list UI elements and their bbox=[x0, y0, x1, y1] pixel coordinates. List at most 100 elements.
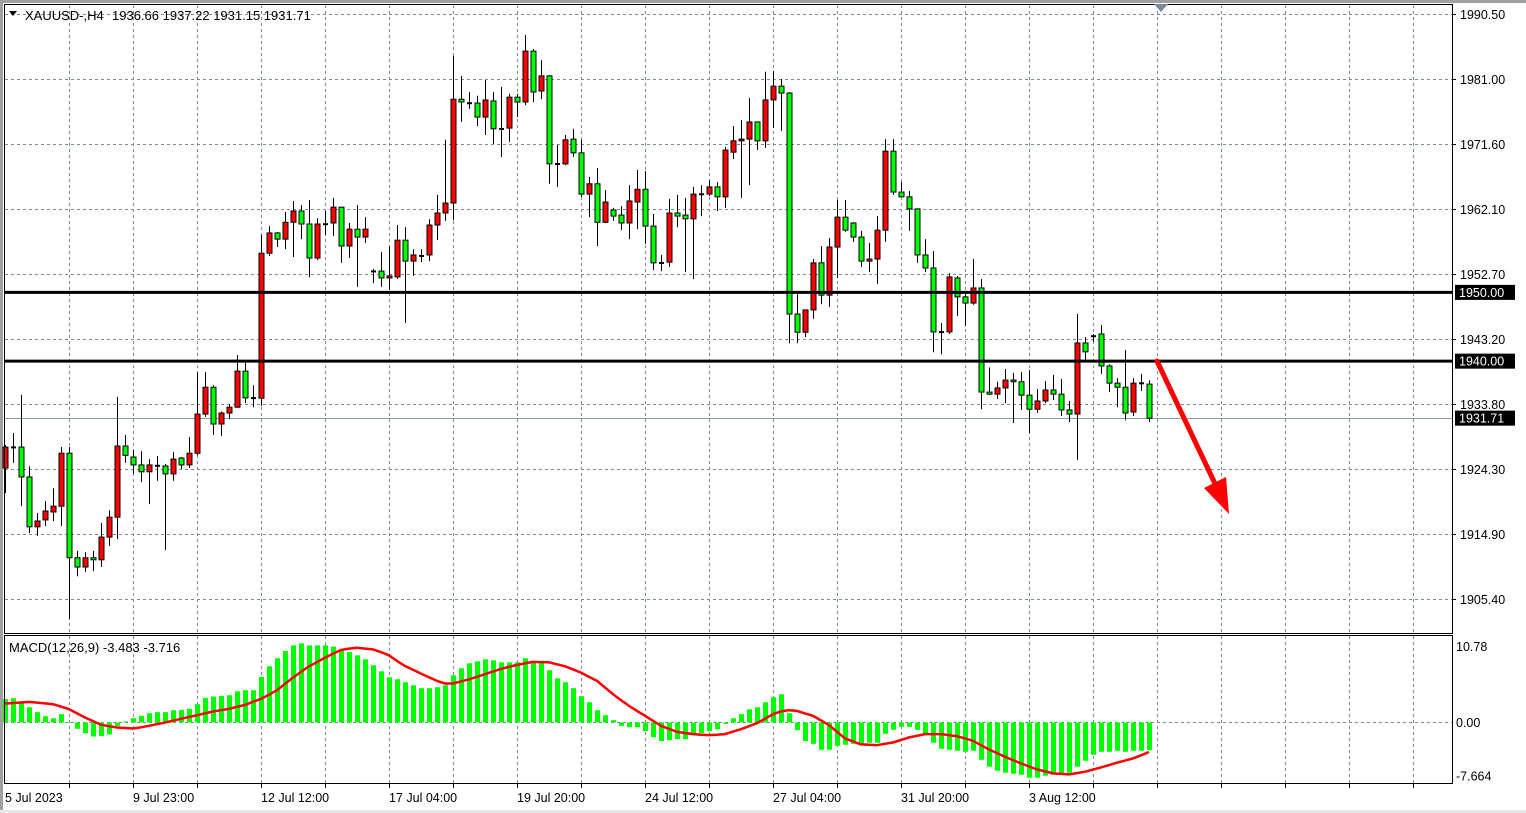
candle[interactable] bbox=[274, 231, 281, 248]
candle[interactable] bbox=[770, 71, 777, 129]
candle[interactable] bbox=[218, 411, 225, 437]
candle[interactable] bbox=[234, 354, 241, 408]
candle[interactable] bbox=[506, 93, 513, 142]
candle[interactable] bbox=[994, 381, 1001, 399]
candle[interactable] bbox=[746, 97, 753, 186]
candle[interactable] bbox=[1018, 372, 1025, 410]
candle[interactable] bbox=[666, 198, 673, 267]
candle[interactable] bbox=[346, 222, 353, 259]
candle[interactable] bbox=[419, 249, 424, 263]
candle[interactable] bbox=[1066, 401, 1073, 422]
candle[interactable] bbox=[434, 194, 441, 241]
candle[interactable] bbox=[834, 199, 841, 278]
candle[interactable] bbox=[138, 451, 145, 483]
candle[interactable] bbox=[251, 385, 256, 408]
candle[interactable] bbox=[66, 447, 73, 619]
candle[interactable] bbox=[298, 205, 305, 240]
candle[interactable] bbox=[626, 185, 633, 240]
candle[interactable] bbox=[546, 75, 553, 184]
candle[interactable] bbox=[778, 78, 785, 131]
candle[interactable] bbox=[226, 404, 233, 419]
candle[interactable] bbox=[1091, 333, 1096, 342]
candle[interactable] bbox=[2, 444, 9, 494]
candle[interactable] bbox=[946, 273, 953, 334]
candle[interactable] bbox=[826, 238, 833, 307]
candle[interactable] bbox=[90, 550, 97, 572]
candle[interactable] bbox=[914, 208, 921, 263]
chart-shift-marker-icon[interactable] bbox=[1154, 4, 1168, 12]
candle[interactable] bbox=[890, 139, 897, 195]
candle[interactable] bbox=[426, 219, 433, 262]
candle[interactable] bbox=[874, 216, 881, 285]
candle[interactable] bbox=[930, 251, 937, 353]
candle[interactable] bbox=[858, 230, 865, 267]
candle[interactable] bbox=[442, 139, 449, 221]
candle[interactable] bbox=[882, 139, 889, 242]
candle[interactable] bbox=[354, 205, 361, 287]
candle[interactable] bbox=[1130, 377, 1137, 417]
candle[interactable] bbox=[58, 447, 65, 527]
candle[interactable] bbox=[1114, 377, 1121, 408]
candle[interactable] bbox=[706, 180, 713, 197]
candle[interactable] bbox=[802, 309, 809, 338]
candle[interactable] bbox=[954, 275, 961, 317]
candle[interactable] bbox=[602, 189, 609, 223]
candle[interactable] bbox=[378, 251, 385, 287]
candle[interactable] bbox=[394, 225, 401, 279]
candle[interactable] bbox=[1058, 379, 1065, 417]
candle[interactable] bbox=[922, 239, 929, 273]
candle[interactable] bbox=[323, 210, 328, 235]
candle[interactable] bbox=[970, 259, 977, 305]
candle[interactable] bbox=[730, 126, 737, 160]
collapse-triangle-icon[interactable] bbox=[9, 11, 17, 16]
candle[interactable] bbox=[986, 367, 993, 396]
candle[interactable] bbox=[562, 134, 569, 166]
candle[interactable] bbox=[362, 217, 369, 243]
candle[interactable] bbox=[1010, 372, 1017, 424]
candle[interactable] bbox=[842, 199, 849, 232]
candle[interactable] bbox=[866, 242, 873, 273]
candle[interactable] bbox=[1139, 373, 1144, 392]
candle[interactable] bbox=[458, 75, 465, 122]
candle[interactable] bbox=[555, 144, 560, 187]
candle[interactable] bbox=[1098, 325, 1105, 374]
candle[interactable] bbox=[467, 92, 472, 109]
candle[interactable] bbox=[50, 488, 57, 521]
candle[interactable] bbox=[130, 450, 137, 474]
candle[interactable] bbox=[1042, 381, 1049, 404]
candle[interactable] bbox=[514, 93, 521, 118]
candle[interactable] bbox=[18, 394, 25, 507]
candle[interactable] bbox=[818, 245, 825, 305]
candle[interactable] bbox=[482, 79, 489, 135]
candle[interactable] bbox=[794, 294, 801, 344]
candle[interactable] bbox=[210, 385, 217, 436]
candle[interactable] bbox=[962, 293, 969, 327]
candle[interactable] bbox=[650, 214, 657, 271]
candle[interactable] bbox=[330, 197, 337, 237]
candle[interactable] bbox=[11, 432, 16, 463]
candle[interactable] bbox=[306, 199, 313, 278]
candle[interactable] bbox=[474, 95, 481, 127]
candle[interactable] bbox=[786, 92, 793, 344]
candle[interactable] bbox=[898, 182, 905, 198]
candle[interactable] bbox=[754, 121, 761, 151]
candle[interactable] bbox=[634, 170, 641, 230]
candle[interactable] bbox=[114, 396, 121, 540]
candle[interactable] bbox=[371, 269, 376, 284]
candle[interactable] bbox=[82, 552, 89, 573]
candle[interactable] bbox=[714, 182, 721, 211]
candle[interactable] bbox=[738, 119, 745, 198]
candle[interactable] bbox=[594, 167, 601, 246]
candle[interactable] bbox=[690, 186, 697, 279]
candle[interactable] bbox=[106, 510, 113, 547]
candle[interactable] bbox=[1074, 314, 1081, 461]
candle[interactable] bbox=[1106, 364, 1113, 393]
candle[interactable] bbox=[98, 523, 105, 568]
candle[interactable] bbox=[810, 259, 817, 319]
candle[interactable] bbox=[570, 128, 577, 157]
candle[interactable] bbox=[659, 254, 664, 272]
candle[interactable] bbox=[282, 211, 289, 250]
candle[interactable] bbox=[74, 550, 81, 577]
macd-panel[interactable] bbox=[3, 643, 1152, 778]
candle[interactable] bbox=[186, 437, 193, 469]
